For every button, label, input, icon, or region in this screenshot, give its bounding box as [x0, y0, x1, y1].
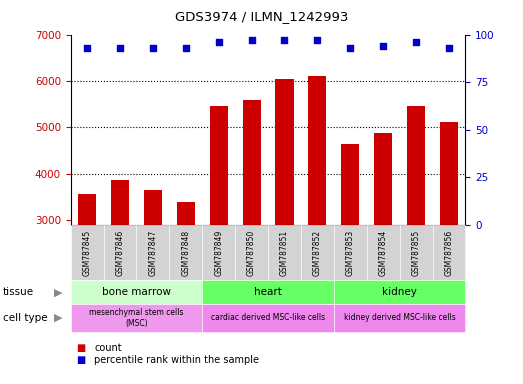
Bar: [144, 190, 162, 225]
Text: cardiac derived MSC-like cells: cardiac derived MSC-like cells: [211, 313, 325, 323]
Point: [181, 45, 190, 51]
Point: [379, 43, 388, 49]
Point: [280, 37, 289, 43]
Bar: [407, 106, 425, 225]
Point: [247, 37, 256, 43]
Point: [346, 45, 355, 51]
Text: GSM787848: GSM787848: [181, 229, 190, 276]
Point: [445, 45, 453, 51]
Bar: [341, 144, 359, 225]
Text: cell type: cell type: [3, 313, 47, 323]
Bar: [440, 122, 458, 225]
Text: GSM787853: GSM787853: [346, 229, 355, 276]
Text: GSM787846: GSM787846: [116, 229, 124, 276]
Text: GSM787855: GSM787855: [412, 229, 420, 276]
Text: GSM787849: GSM787849: [214, 229, 223, 276]
Bar: [276, 79, 293, 225]
Bar: [78, 194, 96, 225]
Text: mesenchymal stem cells
(MSC): mesenchymal stem cells (MSC): [89, 308, 184, 328]
Text: count: count: [94, 343, 122, 353]
Text: GSM787850: GSM787850: [247, 229, 256, 276]
Point: [412, 39, 420, 45]
Bar: [374, 133, 392, 225]
Text: kidney derived MSC-like cells: kidney derived MSC-like cells: [344, 313, 456, 323]
Bar: [111, 180, 129, 225]
Point: [214, 39, 223, 45]
Text: GSM787854: GSM787854: [379, 229, 388, 276]
Text: GSM787852: GSM787852: [313, 229, 322, 276]
Text: ▶: ▶: [54, 287, 63, 297]
Point: [149, 45, 157, 51]
Bar: [210, 106, 228, 225]
Text: GSM787856: GSM787856: [445, 229, 453, 276]
Text: GSM787847: GSM787847: [149, 229, 157, 276]
Point: [83, 45, 91, 51]
Point: [116, 45, 124, 51]
Text: GSM787851: GSM787851: [280, 229, 289, 276]
Text: percentile rank within the sample: percentile rank within the sample: [94, 355, 259, 365]
Text: GDS3974 / ILMN_1242993: GDS3974 / ILMN_1242993: [175, 10, 348, 23]
Point: [313, 37, 322, 43]
Text: heart: heart: [254, 287, 282, 297]
Bar: [243, 100, 260, 225]
Text: bone marrow: bone marrow: [102, 287, 171, 297]
Text: tissue: tissue: [3, 287, 34, 297]
Text: ■: ■: [76, 355, 85, 365]
Text: GSM787845: GSM787845: [83, 229, 92, 276]
Bar: [177, 202, 195, 225]
Text: kidney: kidney: [382, 287, 417, 297]
Text: ■: ■: [76, 343, 85, 353]
Text: ▶: ▶: [54, 313, 63, 323]
Bar: [309, 76, 326, 225]
